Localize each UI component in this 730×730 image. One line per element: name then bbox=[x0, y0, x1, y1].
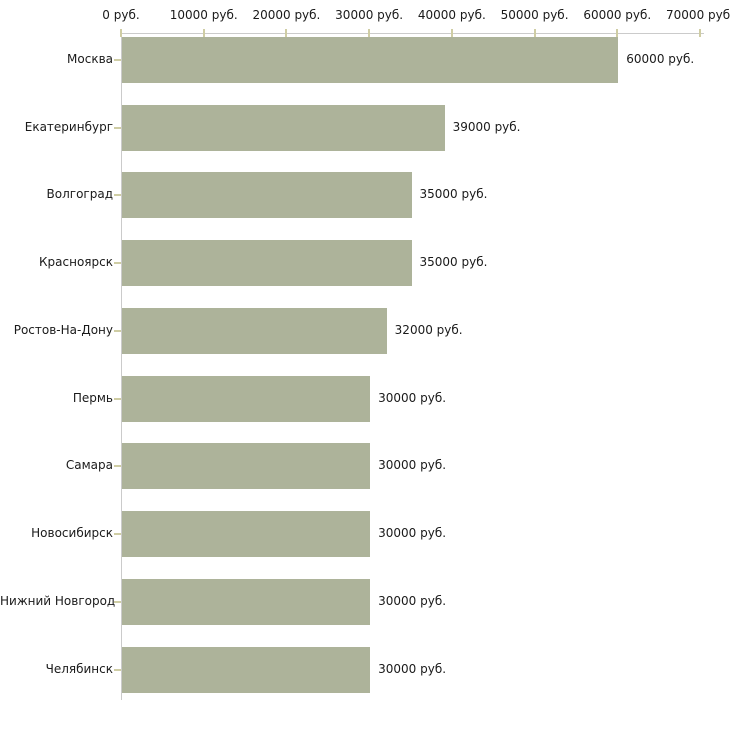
chart-bar bbox=[122, 375, 371, 422]
value-label: 39000 руб. bbox=[452, 119, 521, 134]
value-label: 60000 руб. bbox=[626, 52, 695, 66]
chart-bar bbox=[122, 172, 412, 219]
x-tick-mark bbox=[450, 29, 453, 37]
x-tick-label: 40000 руб. bbox=[417, 8, 486, 22]
category-label: Екатеринбург bbox=[24, 119, 113, 134]
chart-bar bbox=[122, 307, 387, 354]
chart-bar bbox=[122, 443, 371, 490]
category-label: Челябинск bbox=[45, 661, 113, 676]
y-tick-mark bbox=[114, 668, 121, 671]
x-tick-mark bbox=[368, 29, 371, 37]
x-tick-mark bbox=[699, 29, 701, 37]
x-tick-label: 10000 руб. bbox=[169, 8, 238, 22]
category-label: Ростов-На-Дону bbox=[13, 322, 113, 337]
x-tick-mark bbox=[533, 29, 536, 37]
y-tick-mark bbox=[114, 194, 121, 197]
y-tick-mark bbox=[114, 397, 121, 400]
y-tick-mark bbox=[114, 465, 121, 468]
y-tick-mark bbox=[114, 262, 121, 265]
chart-bar bbox=[122, 240, 412, 287]
chart-bar bbox=[122, 511, 371, 558]
category-label: Пермь bbox=[72, 390, 113, 405]
y-tick-mark bbox=[114, 600, 121, 603]
x-axis-line bbox=[121, 33, 704, 34]
category-label: Нижний Новгород bbox=[0, 593, 116, 608]
x-tick-label: 20000 руб. bbox=[252, 8, 321, 22]
y-tick-mark bbox=[114, 329, 121, 332]
value-label: 30000 руб. bbox=[378, 390, 447, 405]
chart-bar bbox=[122, 104, 445, 151]
value-label: 30000 руб. bbox=[378, 661, 447, 676]
category-label: Волгоград bbox=[46, 187, 113, 202]
y-tick-mark bbox=[114, 59, 121, 61]
chart-bar bbox=[122, 37, 619, 83]
x-tick-mark bbox=[285, 29, 288, 37]
chart-bar bbox=[122, 578, 371, 625]
y-axis-line bbox=[121, 33, 122, 700]
x-tick-label: 60000 руб. bbox=[583, 8, 652, 22]
value-label: 30000 руб. bbox=[378, 458, 447, 473]
x-tick-mark bbox=[616, 29, 619, 37]
x-tick-mark bbox=[202, 29, 205, 37]
value-label: 30000 руб. bbox=[378, 526, 447, 541]
value-label: 30000 руб. bbox=[378, 593, 447, 608]
category-label: Москва bbox=[67, 52, 113, 66]
y-tick-mark bbox=[114, 126, 121, 129]
x-tick-label: 50000 руб. bbox=[500, 8, 569, 22]
category-label: Красноярск bbox=[39, 255, 113, 270]
category-label: Новосибирск bbox=[31, 526, 113, 541]
x-tick-mark bbox=[120, 29, 122, 37]
category-label: Самара bbox=[65, 458, 113, 473]
chart-bar bbox=[122, 646, 371, 693]
y-tick-mark bbox=[114, 533, 121, 536]
value-label: 32000 руб. bbox=[394, 322, 463, 337]
value-label: 35000 руб. bbox=[419, 187, 488, 202]
x-tick-label: 0 руб. bbox=[102, 8, 140, 22]
value-label: 35000 руб. bbox=[419, 255, 488, 270]
x-tick-label: 30000 руб. bbox=[335, 8, 404, 22]
x-tick-label: 70000 руб. bbox=[666, 8, 730, 22]
